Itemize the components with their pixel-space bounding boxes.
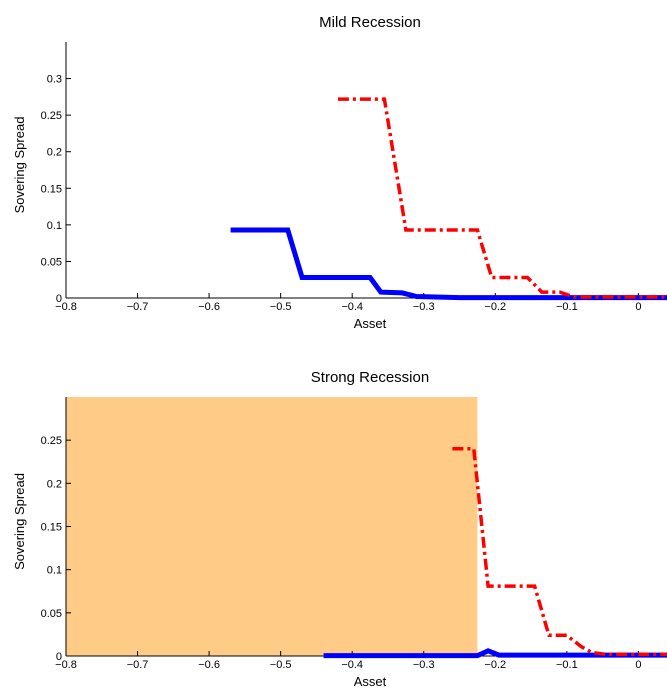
y-tick-label: 0.2 xyxy=(47,147,62,159)
panel-mild-recession: Mild Recession Asset Sovering Spread −0.… xyxy=(12,14,667,331)
x-tick-label: −0.7 xyxy=(127,301,149,313)
x-tick-label: −0.2 xyxy=(484,301,506,313)
y-tick-label: 0.3 xyxy=(47,74,62,86)
shaded-region xyxy=(66,397,478,656)
y-tick-label: 0.25 xyxy=(41,110,62,122)
series-solid-line xyxy=(323,648,667,659)
y-tick-label: 0.15 xyxy=(41,183,62,195)
x-tick-label: −0.3 xyxy=(413,659,435,671)
y-tick-label: 0.2 xyxy=(47,478,62,490)
y-tick-label: 0 xyxy=(56,293,62,305)
x-tick-label: −0.4 xyxy=(341,301,363,313)
chart-title: Mild Recession xyxy=(319,14,421,31)
y-tick-label: 0.25 xyxy=(41,435,62,447)
x-axis-label: Asset xyxy=(354,674,387,689)
x-tick-label: −0.8 xyxy=(55,659,77,671)
series-dashdot-line xyxy=(452,447,667,657)
y-axis-label: Sovering Spread xyxy=(12,473,27,570)
series-dashdot-line xyxy=(337,97,667,299)
x-tick-label: −0.1 xyxy=(556,301,578,313)
x-tick-label: −0.5 xyxy=(270,301,292,313)
x-tick-label: −0.6 xyxy=(198,659,220,671)
y-tick-label: 0.15 xyxy=(41,522,62,534)
y-tick-label: 0.05 xyxy=(41,256,62,268)
x-tick-label: −0.3 xyxy=(413,301,435,313)
y-axis-label: Sovering Spread xyxy=(12,117,27,214)
y-tick-label: 0.1 xyxy=(47,220,62,232)
x-tick-label: −0.1 xyxy=(556,659,578,671)
panel-strong-recession: Strong Recession Asset Sovering Spread −… xyxy=(12,369,667,689)
x-axis-label: Asset xyxy=(354,316,387,331)
series-solid-line xyxy=(230,227,667,301)
x-tick-label: −0.6 xyxy=(198,301,220,313)
x-tick-label: −0.8 xyxy=(55,301,77,313)
x-tick-label: −0.5 xyxy=(270,659,292,671)
x-tick-label: −0.4 xyxy=(341,659,363,671)
x-tick-label: 0 xyxy=(635,659,641,671)
y-tick-label: 0.1 xyxy=(47,565,62,577)
x-tick-label: −0.2 xyxy=(484,659,506,671)
x-tick-label: 0 xyxy=(635,301,641,313)
chart-title: Strong Recession xyxy=(311,369,429,386)
y-tick-label: 0 xyxy=(56,651,62,663)
x-tick-label: −0.7 xyxy=(127,659,149,671)
y-tick-label: 0.05 xyxy=(41,608,62,620)
